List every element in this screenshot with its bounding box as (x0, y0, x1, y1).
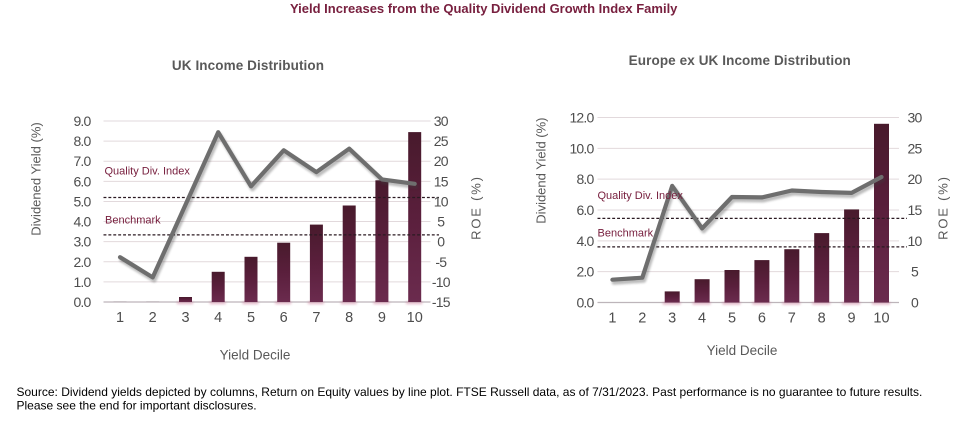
svg-text:20: 20 (434, 153, 449, 169)
svg-text:3.0: 3.0 (73, 234, 91, 250)
svg-text:Source: Dividend yields depict: Source: Dividend yields depicted by colu… (17, 385, 923, 399)
svg-text:Benchmark: Benchmark (598, 228, 654, 240)
svg-text:Yield Increases from the Quali: Yield Increases from the Quality Dividen… (290, 1, 678, 16)
svg-text:5: 5 (911, 264, 919, 280)
svg-text:30: 30 (434, 113, 449, 129)
svg-text:6.0: 6.0 (73, 173, 91, 189)
svg-text:Benchmark: Benchmark (105, 215, 161, 227)
svg-text:4: 4 (698, 310, 706, 326)
svg-text:8.0: 8.0 (576, 171, 594, 187)
svg-text:8: 8 (818, 310, 826, 326)
svg-text:7.0: 7.0 (73, 153, 91, 169)
svg-text:Europe ex UK Income Distributi: Europe ex UK Income Distribution (629, 53, 851, 68)
svg-text:5: 5 (247, 310, 255, 326)
svg-text:12.0: 12.0 (569, 110, 594, 126)
svg-text:7: 7 (788, 310, 796, 326)
svg-text:4: 4 (214, 310, 222, 326)
svg-text:9.0: 9.0 (73, 113, 91, 129)
svg-text:0: 0 (437, 234, 445, 250)
svg-text:-15: -15 (432, 294, 451, 310)
svg-text:9: 9 (378, 310, 386, 326)
svg-text:1: 1 (116, 310, 124, 326)
svg-text:8.0: 8.0 (73, 133, 91, 149)
svg-text:8: 8 (345, 310, 353, 326)
svg-text:30: 30 (908, 110, 923, 126)
svg-text:0.0: 0.0 (576, 295, 594, 311)
svg-text:10.0: 10.0 (569, 140, 594, 156)
svg-text:0: 0 (911, 295, 919, 311)
svg-text:5: 5 (437, 214, 445, 230)
svg-text:Dividend Yield (%): Dividend Yield (%) (534, 117, 549, 223)
svg-text:ROE (%): ROE (%) (936, 175, 951, 240)
svg-text:6: 6 (280, 310, 288, 326)
svg-text:2.0: 2.0 (576, 264, 594, 280)
svg-text:10: 10 (407, 310, 423, 326)
svg-text:5.0: 5.0 (73, 193, 91, 209)
svg-text:2.0: 2.0 (73, 254, 91, 270)
svg-text:15: 15 (908, 202, 923, 218)
svg-text:10: 10 (434, 193, 449, 209)
svg-text:9: 9 (848, 310, 856, 326)
svg-text:2: 2 (638, 310, 646, 326)
svg-text:Yield Decile: Yield Decile (707, 343, 778, 358)
svg-text:10: 10 (873, 310, 889, 326)
svg-text:-10: -10 (432, 274, 451, 290)
svg-text:1: 1 (608, 310, 616, 326)
svg-text:15: 15 (434, 173, 449, 189)
svg-text:5: 5 (728, 310, 736, 326)
svg-text:25: 25 (434, 133, 449, 149)
svg-text:Quality Div. Index: Quality Div. Index (105, 166, 191, 178)
svg-text:Quality Div. Index: Quality Div. Index (598, 190, 684, 202)
svg-text:Dividened Yield (%): Dividened Yield (%) (29, 122, 44, 235)
svg-text:Please see the end for importa: Please see the end for important disclos… (17, 399, 257, 413)
svg-text:1.0: 1.0 (73, 274, 91, 290)
svg-text:3: 3 (181, 310, 189, 326)
svg-text:7: 7 (312, 310, 320, 326)
svg-text:-5: -5 (435, 254, 447, 270)
svg-text:4.0: 4.0 (73, 214, 91, 230)
svg-text:2: 2 (149, 310, 157, 326)
svg-text:Yield Decile: Yield Decile (220, 348, 291, 363)
svg-text:UK Income Distribution: UK Income Distribution (172, 58, 324, 73)
svg-text:ROE (%): ROE (%) (469, 175, 484, 240)
svg-text:6.0: 6.0 (576, 202, 594, 218)
svg-text:3: 3 (668, 310, 676, 326)
svg-text:10: 10 (908, 233, 923, 249)
svg-text:6: 6 (758, 310, 766, 326)
svg-text:25: 25 (908, 140, 923, 156)
svg-text:20: 20 (908, 171, 923, 187)
svg-text:4.0: 4.0 (576, 233, 594, 249)
svg-text:0.0: 0.0 (73, 294, 91, 310)
